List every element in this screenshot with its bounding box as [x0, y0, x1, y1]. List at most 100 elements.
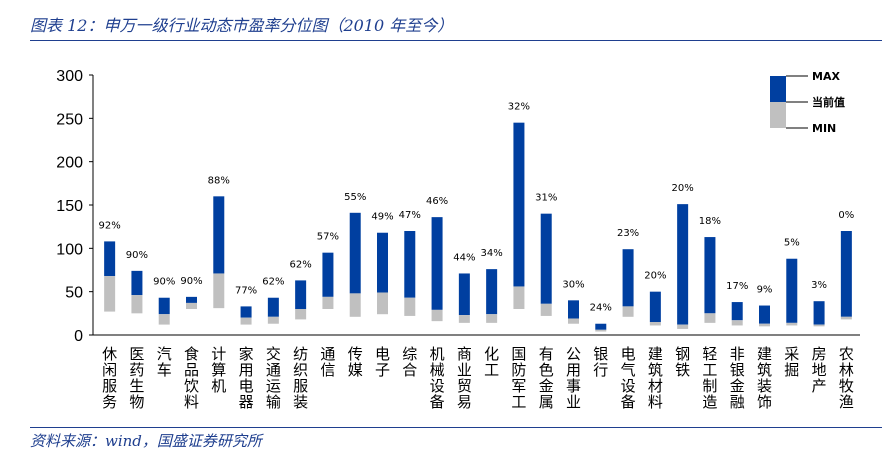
category-label: 综合: [402, 345, 417, 379]
bar-upper-segment: [404, 231, 416, 298]
y-tick-label: 150: [56, 198, 83, 215]
y-tick-label: 0: [74, 328, 83, 345]
percentile-label: 90%: [126, 250, 148, 261]
bar-lower-segment: [295, 309, 307, 320]
percentile-label: 24%: [590, 303, 612, 314]
percentile-label: 77%: [235, 285, 257, 296]
legend-lower-swatch: [770, 102, 786, 128]
bar-lower-segment: [759, 323, 770, 327]
percentile-label: 9%: [757, 285, 773, 296]
bar-lower-segment: [786, 322, 798, 326]
percentile-label: 90%: [180, 276, 202, 287]
bar-lower-segment: [568, 318, 579, 324]
bar-upper-segment: [513, 122, 525, 287]
bar-upper-segment: [431, 217, 443, 310]
percentile-label: 20%: [672, 183, 694, 194]
percentile-label: 90%: [153, 277, 175, 288]
category-label: 有色金属: [539, 345, 554, 411]
bar-lower-segment: [377, 292, 388, 315]
bars: [104, 122, 852, 332]
legend-current-label: 当前值: [812, 95, 845, 109]
category-label: 电子: [375, 345, 390, 379]
bar-upper-segment: [595, 323, 607, 330]
percentile-label: 62%: [262, 277, 284, 288]
bar-upper-segment: [104, 241, 116, 277]
percentile-label: 62%: [290, 259, 312, 270]
category-label: 房地产: [812, 345, 827, 395]
bar-upper-segment: [704, 237, 716, 314]
bar-upper-segment: [786, 258, 798, 323]
legend-max-label: MAX: [812, 70, 840, 83]
bar-lower-segment: [677, 324, 689, 329]
percentile-label: 3%: [811, 280, 827, 291]
source-note: 资料来源：wind，国盛证券研究所: [30, 432, 262, 450]
bar-upper-segment: [649, 291, 661, 322]
category-label: 家用电器: [239, 345, 254, 411]
bar-lower-segment: [622, 306, 634, 317]
category-label: 建筑材料: [648, 345, 663, 411]
bar-lower-segment: [431, 309, 443, 322]
bar-lower-segment: [513, 286, 525, 309]
bar-lower-segment: [731, 320, 743, 326]
bar-lower-segment: [240, 317, 252, 325]
bar-lower-segment: [349, 293, 361, 317]
y-tick-label: 200: [56, 155, 83, 172]
category-label: 建筑装饰: [757, 345, 772, 411]
percentile-label: 32%: [508, 102, 530, 113]
bar-lower-segment: [404, 297, 416, 316]
category-label: 休闲服务: [102, 345, 117, 411]
percentile-label: 30%: [562, 279, 584, 290]
bar-lower-segment: [813, 324, 825, 327]
bar-upper-segment: [622, 249, 634, 307]
bar-lower-segment: [540, 303, 552, 316]
legend-upper-swatch: [770, 76, 786, 102]
bar-upper-segment: [540, 213, 552, 304]
bar-upper-segment: [240, 306, 252, 318]
bar-lower-segment: [158, 314, 170, 325]
bar-lower-segment: [840, 316, 852, 320]
bar-upper-segment: [295, 280, 307, 309]
bar-upper-segment: [131, 270, 143, 296]
bar-lower-segment: [322, 296, 334, 309]
legend-min-label: MIN: [812, 122, 836, 135]
bar-lower-segment: [595, 329, 607, 332]
bar-lower-segment: [486, 314, 498, 323]
category-label: 国防军工: [511, 345, 526, 411]
category-label: 交通运输: [266, 345, 281, 411]
labels: 92% 休闲服务 90% 医药生物 90% 汽车 90% 食品饮料 88% 计算机 77% 家用电器 6…: [99, 102, 855, 411]
percentile-label: 31%: [535, 193, 557, 204]
bar-upper-segment: [759, 305, 770, 324]
bar-lower-segment: [131, 295, 143, 314]
percentile-label: 23%: [617, 228, 639, 239]
bar-lower-segment: [267, 316, 279, 324]
axes: 0 50 100 150 200 250 300: [56, 68, 860, 345]
percentile-label: 18%: [699, 216, 721, 227]
category-label: 农林牧渔: [839, 345, 854, 411]
y-tick-label: 250: [56, 111, 83, 128]
percentile-label: 44%: [453, 252, 475, 263]
bar-upper-segment: [186, 296, 197, 303]
category-label: 轻工制造: [702, 345, 717, 411]
category-label: 化工: [484, 345, 499, 379]
percentile-label: 57%: [317, 232, 339, 243]
chart-title: 图表 12：申万一级行业动态市盈率分位图（2010 年至今）: [30, 16, 454, 35]
bar-upper-segment: [840, 231, 852, 317]
bar-lower-segment: [213, 273, 225, 309]
source-rule: [30, 427, 882, 428]
bar-upper-segment: [322, 252, 334, 297]
category-label: 通信: [320, 345, 335, 379]
bar-upper-segment: [731, 302, 743, 321]
category-label: 传媒: [348, 345, 363, 379]
bar-upper-segment: [568, 300, 579, 319]
percentile-label: 17%: [726, 281, 748, 292]
bar-lower-segment: [649, 322, 661, 326]
bar-lower-segment: [704, 313, 716, 323]
category-label: 银行: [593, 345, 608, 379]
y-tick-label: 300: [56, 68, 83, 85]
percentile-label: 34%: [481, 248, 503, 259]
category-label: 公用事业: [566, 345, 581, 411]
bar-lower-segment: [104, 276, 116, 312]
bar-upper-segment: [213, 196, 225, 274]
bar-upper-segment: [267, 297, 279, 317]
bar-upper-segment: [486, 269, 498, 315]
